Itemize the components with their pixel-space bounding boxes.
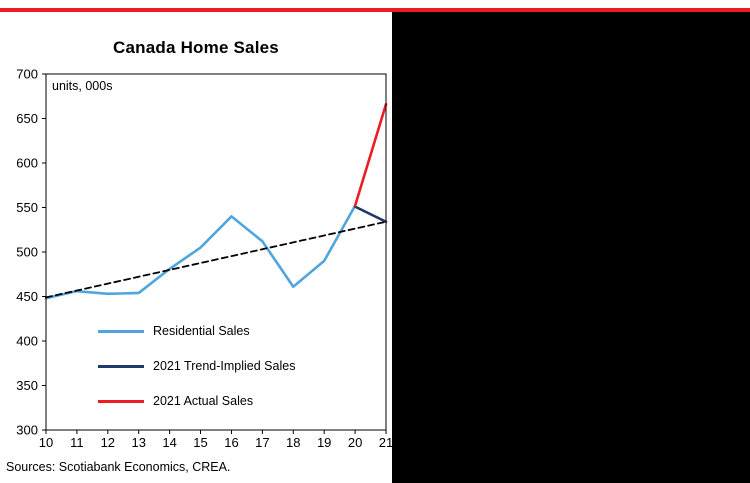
y-tick-label: 400 <box>16 334 38 349</box>
y-tick-label: 300 <box>16 423 38 438</box>
top-accent-bar <box>0 8 750 12</box>
chart-panel: Canada Home Sales units, 000s 300 350 400 45… <box>0 12 392 483</box>
series-residential-sales <box>44 204 357 300</box>
x-tick-label: 14 <box>162 435 176 450</box>
x-tick-label: 19 <box>317 435 331 450</box>
units-label: units, 000s <box>52 79 112 93</box>
y-tick-label: 450 <box>16 289 38 304</box>
x-tick-label: 20 <box>348 435 362 450</box>
series-2021-trend-implied-sales <box>353 205 388 224</box>
legend-swatch-actual-sales <box>98 399 144 403</box>
top-white-strip <box>0 0 750 8</box>
x-tick-label: 13 <box>131 435 145 450</box>
legend-item-residential-sales: Residential Sales <box>98 323 295 339</box>
x-tick-label: 12 <box>101 435 115 450</box>
legend-label-actual-sales: 2021 Actual Sales <box>153 394 254 408</box>
series-2021-actual-sales <box>353 102 388 208</box>
chart-legend: Residential Sales 2021 Trend-Implied Sal… <box>98 323 295 428</box>
legend-item-actual-sales: 2021 Actual Sales <box>98 393 295 409</box>
y-tick-label: 550 <box>16 200 38 215</box>
y-tick-label: 700 <box>16 67 38 82</box>
plot-svg: units, 000s 300 350 400 450 500 550 600 650 700 10… <box>16 67 392 451</box>
x-tick-label: 11 <box>70 435 84 450</box>
x-tick-label: 18 <box>286 435 300 450</box>
plot-frame <box>45 73 387 431</box>
legend-item-trend-implied-sales: 2021 Trend-Implied Sales <box>98 358 295 374</box>
x-tick-label: 17 <box>255 435 269 450</box>
x-tick-label: 21 <box>379 435 392 450</box>
x-tick-label: 15 <box>193 435 207 450</box>
source-note: Sources: Scotiabank Economics, CREA. <box>6 460 231 474</box>
y-tick-label: 600 <box>16 156 38 171</box>
legend-label-residential-sales: Residential Sales <box>153 324 250 338</box>
y-tick-label: 350 <box>16 378 38 393</box>
series-linear-trend-dashed- <box>45 220 387 299</box>
x-tick-label: 16 <box>224 435 238 450</box>
chart-title: Canada Home Sales <box>113 38 279 57</box>
legend-swatch-trend-implied-sales <box>98 364 144 368</box>
legend-swatch-residential-sales <box>98 329 144 333</box>
x-tick-label: 10 <box>39 435 53 450</box>
legend-label-trend-implied-sales: 2021 Trend-Implied Sales <box>153 359 296 373</box>
y-tick-label: 500 <box>16 245 38 260</box>
y-tick-label: 650 <box>16 111 38 126</box>
